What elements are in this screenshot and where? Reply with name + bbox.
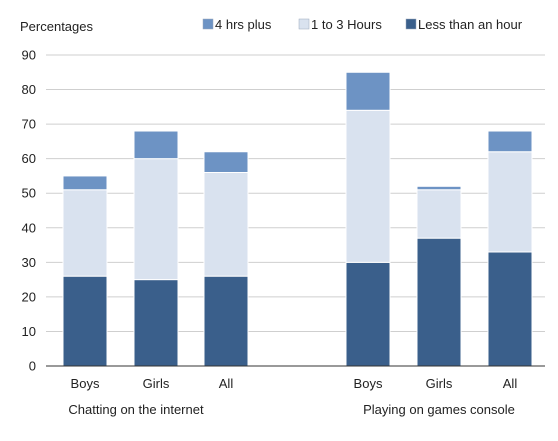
bar-segment-1-to-3-hours xyxy=(133,158,179,281)
legend-label: Less than an hour xyxy=(418,17,523,32)
legend-swatch xyxy=(405,18,417,30)
group-label: Playing on games console xyxy=(363,402,515,417)
bar-segment-1-to-3-hours xyxy=(345,109,391,263)
y-tick-label: 50 xyxy=(22,186,36,201)
x-category-label: Girls xyxy=(143,376,170,391)
bar-segment-less-than-an-hour xyxy=(203,275,249,367)
y-tick-label: 70 xyxy=(22,117,36,132)
x-category-label: All xyxy=(219,376,234,391)
bar-segment-1-to-3-hours xyxy=(487,151,533,253)
x-category-label: Girls xyxy=(426,376,453,391)
y-tick-label: 0 xyxy=(29,359,36,374)
bar-segment-1-to-3-hours xyxy=(62,189,108,277)
bars xyxy=(62,71,533,367)
bar-segment-less-than-an-hour xyxy=(416,237,462,367)
y-axis-title: Percentages xyxy=(20,19,93,34)
legend-swatch xyxy=(298,18,310,30)
legend-label: 1 to 3 Hours xyxy=(311,17,382,32)
x-category-label: Boys xyxy=(71,376,100,391)
legend-label: 4 hrs plus xyxy=(215,17,272,32)
y-tick-label: 10 xyxy=(22,324,36,339)
bar-segment-4-hrs-plus xyxy=(133,130,179,160)
bar-segment-less-than-an-hour xyxy=(345,261,391,367)
y-tick-label: 30 xyxy=(22,255,36,270)
bar-segment-less-than-an-hour xyxy=(62,275,108,367)
x-category-label: Boys xyxy=(354,376,383,391)
bar-segment-4-hrs-plus xyxy=(487,130,533,153)
group-label: Chatting on the internet xyxy=(68,402,204,417)
bar-segment-less-than-an-hour xyxy=(487,251,533,367)
legend-swatch xyxy=(202,18,214,30)
y-axis-ticks: 0 10 20 30 40 50 60 70 80 90 xyxy=(22,48,36,374)
legend: 4 hrs plus 1 to 3 Hours Less than an hour xyxy=(202,17,523,32)
y-tick-label: 90 xyxy=(22,48,36,63)
bar-segment-1-to-3-hours xyxy=(203,171,249,277)
y-tick-label: 80 xyxy=(22,82,36,97)
bar-segment-4-hrs-plus xyxy=(62,175,108,191)
bar-segment-4-hrs-plus xyxy=(416,185,462,191)
y-tick-label: 20 xyxy=(22,289,36,304)
bar-segment-4-hrs-plus xyxy=(345,71,391,111)
y-tick-label: 60 xyxy=(22,151,36,166)
bar-segment-1-to-3-hours xyxy=(416,189,462,239)
y-tick-label: 40 xyxy=(22,220,36,235)
gridlines xyxy=(46,54,545,367)
x-category-label: All xyxy=(503,376,518,391)
bar-segment-less-than-an-hour xyxy=(133,279,179,367)
x-axis-labels: Boys Girls All Chatting on the internet Boys… xyxy=(68,376,517,417)
bar-segment-4-hrs-plus xyxy=(203,151,249,173)
